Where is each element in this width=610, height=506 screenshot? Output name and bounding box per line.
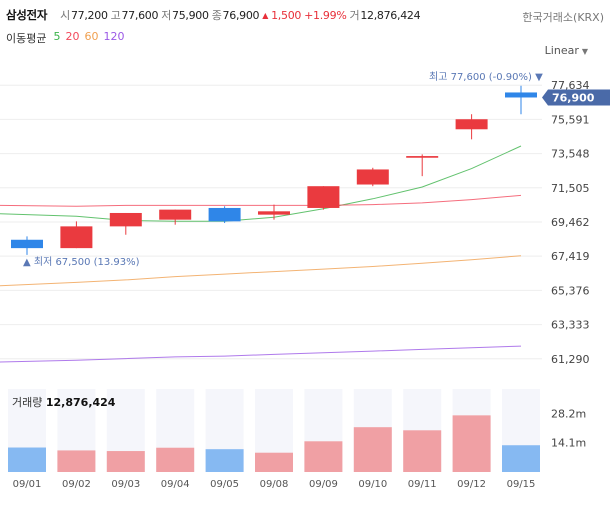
volume-bar (403, 430, 442, 472)
close-label: 종 (211, 9, 222, 22)
candle-body (505, 92, 537, 98)
y-tick-label: 71,505 (551, 182, 590, 195)
open-value: 77,200 (70, 8, 108, 22)
candle-body (60, 226, 93, 249)
min-price-annotation: ▲ 최저 67,500 (13.93%) (23, 256, 140, 268)
high-label: 고 (110, 9, 121, 22)
x-tick-label: 09/04 (161, 479, 190, 490)
x-tick-label: 09/01 (13, 479, 42, 490)
ma-20-toggle[interactable]: 20 (65, 30, 80, 43)
candle-body (109, 212, 142, 227)
y-tick-label: 77,634 (551, 79, 590, 92)
candle-body (258, 211, 290, 215)
volume-bar (353, 427, 392, 472)
volume-y-tick-label: 28.2m (551, 407, 586, 420)
x-tick-label: 09/12 (457, 479, 486, 490)
candle-body (406, 156, 439, 158)
x-tick-label: 09/15 (507, 479, 536, 490)
volume-current-value: 12,876,424 (45, 396, 116, 409)
volume-header-value: 12,876,424 (360, 8, 421, 22)
y-tick-label: 73,548 (551, 148, 590, 161)
ma-60-toggle[interactable]: 60 (84, 30, 99, 43)
ma-5-toggle[interactable]: 5 (53, 30, 61, 43)
volume-label: 거래량 (12, 396, 43, 409)
volume-bar (156, 447, 195, 472)
change-arrow-icon: ▲ (262, 10, 269, 20)
volume-bar (106, 451, 145, 472)
x-tick-label: 09/10 (358, 479, 387, 490)
x-tick-label: 09/08 (260, 479, 289, 490)
open-label: 시 (60, 9, 70, 22)
candle-body (356, 169, 389, 185)
volume-bar (502, 445, 540, 472)
exchange-label: 한국거래소(KRX) (522, 11, 604, 24)
current-price-tag (542, 89, 610, 106)
y-tick-label: 65,376 (551, 284, 590, 297)
volume-bar (57, 450, 96, 472)
volume-bar (304, 441, 343, 472)
y-tick-label: 61,290 (551, 353, 590, 366)
volume-header-label: 거 (349, 9, 360, 22)
price-header: 삼성전자 시 77,200 고 77,600 저 75,900 종 76,900 ▲ 1… (6, 6, 421, 24)
volume-y-tick-label: 14.1m (551, 437, 586, 450)
ma-120-line (0, 345, 522, 363)
change-percent: +1.99% (304, 8, 347, 22)
volume-bar (452, 415, 491, 472)
low-value: 75,900 (172, 8, 209, 22)
candle-body (11, 239, 43, 249)
scale-selector[interactable]: Linear ▼ (545, 44, 588, 57)
x-tick-label: 09/03 (111, 479, 140, 490)
candle-body (307, 186, 340, 208)
current-price-label: 76,900 (552, 91, 595, 104)
y-tick-label: 63,333 (551, 319, 590, 332)
candle-body (455, 119, 488, 130)
y-tick-label: 75,591 (551, 113, 590, 126)
stock-name: 삼성전자 (6, 8, 48, 22)
ma-120-toggle[interactable]: 120 (103, 30, 125, 43)
change-value: 1,500 (271, 8, 302, 22)
low-label: 저 (161, 9, 172, 22)
volume-legend: 거래량 12,876,424 (12, 394, 115, 410)
ma-60-line (0, 255, 522, 287)
ma-20-line (0, 194, 522, 207)
chevron-down-icon: ▼ (581, 47, 588, 56)
y-tick-label: 67,419 (551, 250, 590, 263)
candle-body (208, 207, 241, 222)
high-value: 77,600 (121, 8, 159, 22)
volume-bar (255, 452, 293, 472)
max-price-annotation: 최고 77,600 (-0.90%) ▼ (429, 71, 543, 83)
candle-body (159, 209, 192, 220)
y-tick-label: 69,462 (551, 216, 590, 229)
close-value: 76,900 (222, 8, 260, 22)
x-tick-label: 09/11 (408, 479, 437, 490)
x-tick-label: 09/05 (210, 479, 239, 490)
volume-bar (205, 449, 244, 472)
moving-average-legend: 이동평균 5 20 60 120 (6, 30, 124, 46)
scale-selector-label: Linear (544, 44, 579, 57)
x-tick-label: 09/02 (62, 479, 91, 490)
moving-average-label: 이동평균 (6, 32, 47, 45)
volume-bar (8, 447, 46, 472)
ma-5-line (0, 145, 522, 222)
x-tick-label: 09/09 (309, 479, 338, 490)
